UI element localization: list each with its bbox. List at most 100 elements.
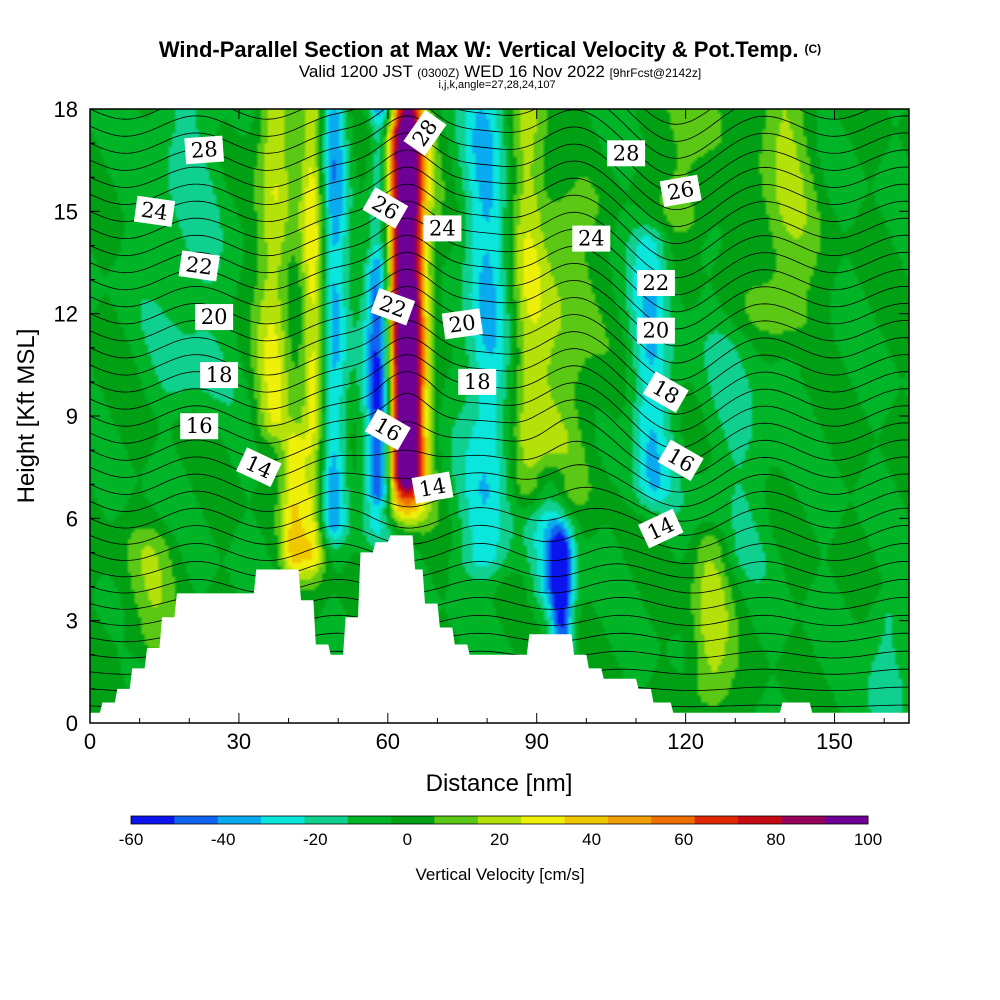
theta-contour-line (90, 200, 909, 279)
theta-contour-line (90, 486, 909, 522)
colorbar-segment (607, 816, 652, 824)
theta-contour-line (90, 542, 909, 564)
colorbar-tick-label: 0 (403, 830, 412, 849)
valid-time-utc: (0300Z) (417, 66, 459, 80)
theta-contour-line (90, 115, 909, 193)
x-axis-label: Distance [nm] (426, 770, 573, 797)
theta-contour-line (90, 109, 909, 176)
contour-label-box (572, 225, 611, 252)
y-tick-label: 9 (66, 404, 78, 429)
contour-label: 24 (133, 195, 176, 227)
theta-contour-line (90, 392, 909, 464)
colorbar-tick-label: 100 (854, 830, 882, 849)
colorbar-segment (651, 816, 695, 824)
x-tick-label: 0 (84, 729, 96, 754)
theta-contour-line (90, 507, 909, 536)
contour-label-box (441, 308, 483, 340)
colorbar: -60 -40 -20 0 20 40 60 80 100 (119, 815, 882, 849)
contour-label-box (364, 408, 411, 451)
theta-contour-line (90, 109, 909, 159)
colorbar-segment (737, 816, 782, 824)
x-tick-label: 60 (376, 729, 400, 754)
svg-text:Valid 1200 JST (0300Z): Valid 1200 JST (0300Z) WED 16 Nov 2022 [… (299, 62, 701, 81)
contour-label-text: 18 (206, 363, 233, 387)
contour-label-text: 24 (578, 227, 605, 251)
x-tick-label: 150 (816, 729, 853, 754)
colorbar-segment (564, 816, 609, 824)
contour-label-box (411, 471, 454, 504)
valid-date: WED 16 Nov 2022 (464, 62, 605, 81)
contour-label: 14 (411, 471, 454, 504)
contour-label-text: 28 (613, 141, 640, 165)
copyright-mark: (C) (804, 42, 821, 56)
colorbar-tick-label: -20 (303, 830, 328, 849)
contour-label-text: 18 (464, 370, 491, 394)
terrain-profile (90, 535, 909, 723)
contour-label: 28 (607, 140, 646, 167)
colorbar-segment (781, 816, 826, 824)
x-tick-label: 90 (524, 729, 548, 754)
x-tick-label: 120 (667, 729, 704, 754)
contour-label: 28 (184, 135, 225, 165)
contour-label-box (236, 447, 282, 488)
colorbar-segment (391, 816, 435, 824)
contour-label-box (180, 413, 219, 440)
y-tick-label: 18 (54, 97, 78, 122)
y-tick-label: 15 (54, 199, 78, 224)
x-axis: 0 30 60 90 120 150 (84, 109, 885, 754)
y-axis: 0 3 6 9 12 15 18 (54, 97, 909, 736)
theta-contour-line (90, 464, 909, 508)
theta-contour-line (90, 183, 909, 262)
colorbar-segment (304, 816, 349, 824)
theta-contour-line (90, 166, 909, 245)
colorbar-tick-label: -60 (119, 830, 144, 849)
contour-label: 22 (178, 250, 220, 282)
theta-contour-line (90, 149, 909, 228)
contour-label-text: 26 (665, 177, 695, 205)
contour-label-box (403, 109, 447, 156)
contour-label-box (370, 288, 416, 326)
contour-label-box (362, 187, 409, 229)
theta-contour-line (90, 234, 909, 313)
colorbar-segment (824, 816, 869, 824)
contour-label-box (659, 174, 702, 208)
y-axis-label: Height [Kft MSL] (13, 329, 40, 504)
contour-label: 16 (180, 413, 219, 440)
contour-label-text: 20 (447, 310, 477, 337)
contour-label-box (458, 368, 497, 395)
theta-contour-line (90, 302, 909, 381)
colorbar-segment (521, 816, 565, 824)
y-tick-label: 12 (54, 302, 78, 327)
theta-contour-line (90, 251, 909, 330)
colorbar-segment (347, 816, 392, 824)
theta-contour-line (90, 371, 909, 449)
contour-label: 26 (659, 174, 702, 208)
colorbar-tick-label: 40 (582, 830, 601, 849)
y-tick-label: 6 (66, 506, 78, 531)
contour-label-box (423, 215, 462, 242)
contour-label-box (178, 250, 220, 282)
contour-label-text: 20 (201, 305, 228, 329)
contour-label-text: 24 (140, 198, 170, 225)
theta-contour-line (90, 578, 909, 594)
contour-label-text: 20 (643, 319, 670, 343)
contour-label-text: 16 (186, 414, 213, 438)
contour-label-text: 22 (184, 252, 214, 279)
contour-label-text: 28 (190, 137, 218, 163)
colorbar-segment (434, 816, 479, 824)
contour-label-box (607, 140, 646, 167)
colorbar-tick-label: 60 (674, 830, 693, 849)
contour-label-text: 14 (417, 473, 447, 501)
theta-contour-line (90, 217, 909, 296)
forecast-info: [9hrFcst@2142z] (610, 66, 702, 80)
contour-label-text: 22 (643, 271, 670, 295)
main-title: Wind-Parallel Section at Max W: Vertical… (159, 37, 799, 62)
colorbar-tick-label: 20 (490, 830, 509, 849)
contour-label-box (638, 508, 684, 549)
y-tick-label: 3 (66, 609, 78, 634)
contour-label: 20 (195, 304, 234, 331)
contour-label: 18 (200, 362, 239, 389)
figure-title: Wind-Parallel Section at Max W: Vertical… (159, 37, 821, 91)
